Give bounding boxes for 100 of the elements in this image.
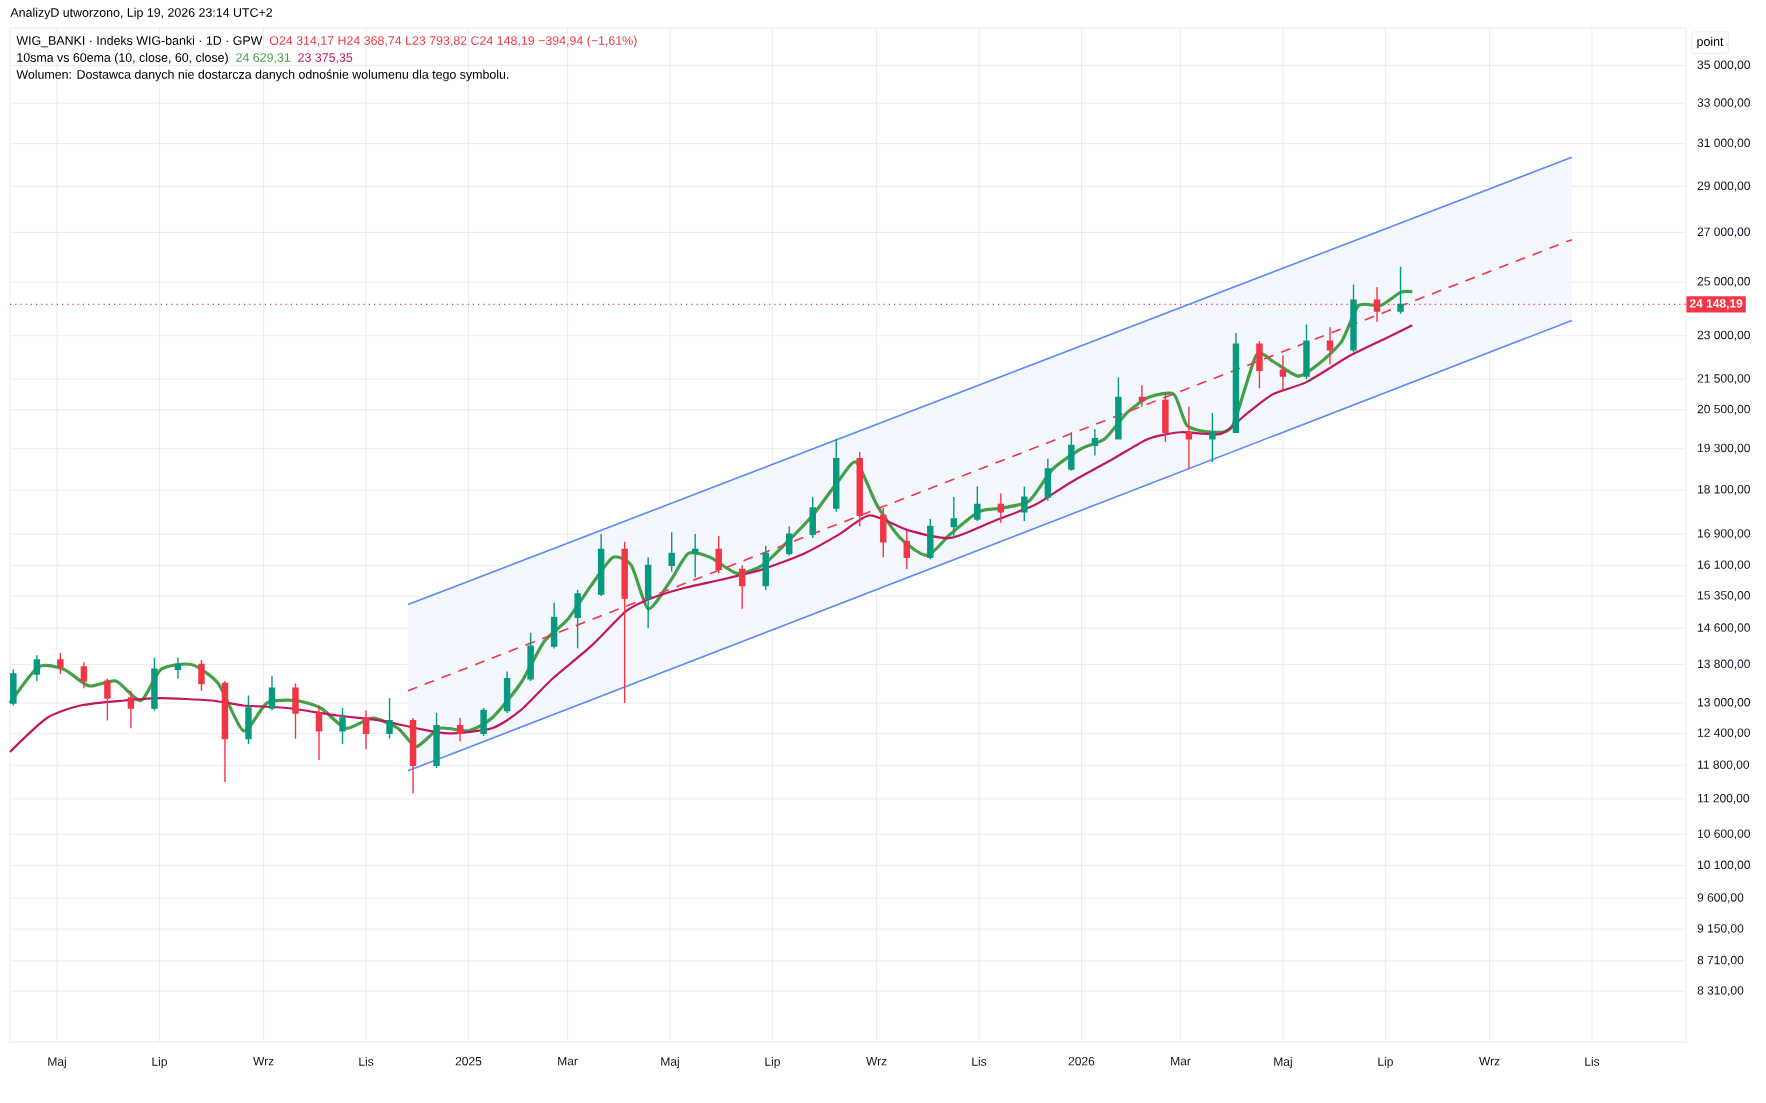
- y-tick-label: 21 500,00: [1697, 374, 1750, 385]
- y-tick-label: 19 300,00: [1697, 443, 1750, 454]
- y-tick-label: 13 000,00: [1697, 698, 1750, 708]
- y-tick-label: 25 000,00: [1697, 277, 1750, 287]
- candlestick: [221, 680, 229, 783]
- y-tick-label: 12 400,00: [1697, 728, 1750, 739]
- y-tick-label: 14 600,00: [1697, 623, 1750, 634]
- y-tick-label: 20 500,00: [1697, 404, 1750, 415]
- text: WIG_BANKI · Indeks WIG-banki · 1D · GPW: [16, 35, 263, 48]
- candlestick: [1091, 428, 1099, 457]
- candlestick: [668, 531, 675, 573]
- candlestick: [1397, 266, 1404, 315]
- y-tick-label: 8 310,00: [1697, 986, 1744, 997]
- y-tick-label: 9 600,00: [1697, 893, 1744, 904]
- candlestick: [691, 533, 699, 579]
- y-tick-label: 27 000,00: [1697, 227, 1750, 238]
- text: point: [1697, 36, 1724, 49]
- y-tick-label: 11 200,00: [1697, 793, 1750, 804]
- y-tick-label: 8 710,00: [1697, 955, 1744, 966]
- candlestick: [974, 485, 981, 522]
- candlestick: [339, 707, 346, 745]
- candlestick: [104, 678, 111, 722]
- candlestick: [597, 533, 605, 597]
- candlestick: [1138, 384, 1146, 408]
- candlestick: [1303, 323, 1310, 380]
- candlestick: [574, 589, 581, 650]
- candlestick: [198, 659, 205, 692]
- y-tick-label: 10 600,00: [1697, 829, 1750, 840]
- x-tick-label: Mar: [558, 1057, 578, 1066]
- x-tick-label: Lip: [1378, 1056, 1393, 1069]
- candlestick: [362, 709, 370, 750]
- candlestick: [151, 656, 158, 712]
- candlestick: [1021, 485, 1028, 522]
- y-tick-label: 29 000,00: [1697, 181, 1750, 192]
- x-tick-label: Wrz: [866, 1057, 887, 1066]
- candlestick: [80, 661, 88, 690]
- candlestick: [950, 496, 958, 539]
- y-tick-label: 18 100,00: [1697, 485, 1750, 495]
- x-tick-label: Maj: [1274, 1056, 1292, 1069]
- candlestick: [997, 492, 1005, 524]
- x-tick-label: Lis: [1585, 1056, 1600, 1066]
- candlestick: [409, 717, 417, 794]
- x-tick-label: Mar: [1171, 1057, 1191, 1066]
- candlestick: [738, 564, 746, 610]
- y-tick-label: 33 000,00: [1697, 98, 1750, 109]
- candlestick: [527, 632, 534, 682]
- y-tick-label: 9 150,00: [1697, 924, 1744, 935]
- y-tick-label: 16 100,00: [1697, 560, 1750, 571]
- candlestick: [456, 717, 464, 742]
- ref-line-label: 24 148,19: [1689, 299, 1743, 310]
- candlestick: [1326, 326, 1334, 366]
- y-tick-label: 23 000,00: [1697, 330, 1750, 341]
- x-tick-label: Maj: [661, 1056, 679, 1069]
- candlestick: [174, 656, 182, 680]
- candlestick: [903, 529, 910, 571]
- candlestick: [715, 535, 722, 575]
- annotation: 24 629,31: [236, 53, 291, 64]
- y-tick-label: 15 350,00: [1697, 591, 1750, 601]
- candlestick: [1350, 283, 1357, 354]
- candlestick: [1115, 376, 1122, 440]
- x-tick-label: Maj: [48, 1056, 66, 1069]
- x-tick-label: 2026: [1068, 1056, 1095, 1066]
- annotation: 23 375,35: [298, 53, 353, 64]
- candlestick: [1068, 431, 1075, 472]
- candlestick: [292, 682, 299, 740]
- candlestick: [762, 544, 769, 591]
- candlestick: [1185, 405, 1193, 470]
- annotation: 10sma vs 60ema (10, close, 60, close): [17, 52, 228, 65]
- x-tick-label: Lis: [359, 1056, 374, 1066]
- candlestick: [33, 654, 41, 682]
- candlestick: [1279, 354, 1287, 392]
- y-tick-label: 31 000,00: [1697, 138, 1750, 149]
- candlestick: [1044, 458, 1052, 502]
- x-tick-label: Wrz: [253, 1057, 274, 1066]
- candlestick: [927, 518, 934, 561]
- x-tick-label: Lis: [972, 1056, 987, 1066]
- candlestick: [1162, 393, 1169, 443]
- y-tick-label: 10 100,00: [1697, 860, 1750, 871]
- candlestick: [644, 556, 652, 630]
- candlestick: [57, 652, 64, 675]
- text: O24 314,17 H24 368,74 L23 793,82 C24 148,19 −394,94 (−1,61%): [269, 35, 637, 48]
- candlestick: [127, 690, 135, 729]
- candlestick: [550, 601, 558, 650]
- candlestick: [433, 712, 440, 769]
- y-tick-label: 35 000,00: [1697, 60, 1750, 71]
- candlestick: [10, 668, 17, 707]
- y-tick-label: 16 900,00: [1697, 529, 1750, 540]
- annotation: Wolumen: Dostawca danych nie dostarcza danych odnośnie wolumenu dla tego symbolu.: [16, 69, 509, 82]
- candlestick: [386, 697, 393, 740]
- x-tick-label: Lip: [152, 1056, 167, 1069]
- candlestick: [1256, 340, 1263, 389]
- candlestick: [1209, 412, 1216, 463]
- y-tick-label: 11 800,00: [1697, 760, 1750, 771]
- candlestick: [1373, 286, 1381, 323]
- x-tick-label: Wrz: [1479, 1057, 1500, 1066]
- candlestick: [315, 704, 323, 761]
- candlestick: [480, 707, 487, 737]
- y-tick-label: 13 800,00: [1697, 659, 1750, 670]
- text: AnalizyD utworzono, Lip 19, 2026 23:14 UTC+2: [10, 7, 273, 20]
- candlestick: [245, 694, 252, 745]
